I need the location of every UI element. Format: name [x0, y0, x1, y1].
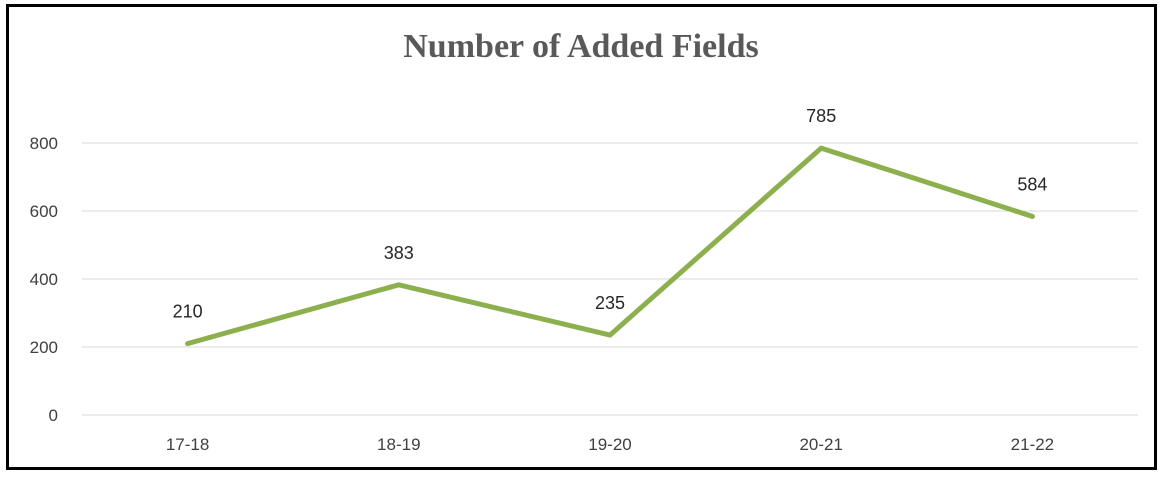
y-tick-label: 200: [30, 338, 58, 357]
y-tick-label: 0: [49, 406, 58, 425]
y-tick-label: 800: [30, 134, 58, 153]
x-category-label: 18-19: [377, 435, 420, 454]
x-category-label: 21-22: [1011, 435, 1054, 454]
data-label: 210: [173, 302, 203, 322]
x-category-label: 20-21: [799, 435, 842, 454]
gridlines: [82, 142, 1138, 416]
data-labels: 210 383 235 785 584: [173, 106, 1048, 322]
x-axis-categories: 17-18 18-19 19-20 20-21 21-22: [166, 435, 1054, 454]
series-line-0: [185, 145, 1035, 347]
data-label: 584: [1017, 174, 1047, 194]
y-axis-ticks: 0 200 400 600 800: [30, 134, 58, 425]
x-category-label: 17-18: [166, 435, 209, 454]
data-label: 383: [384, 243, 414, 263]
data-label: 785: [806, 106, 836, 126]
y-tick-label: 600: [30, 202, 58, 221]
chart-frame: [6, 4, 1157, 470]
series-lines: [185, 145, 1035, 347]
chart-title: Number of Added Fields: [403, 28, 759, 65]
y-tick-label: 400: [30, 270, 58, 289]
x-category-label: 19-20: [588, 435, 631, 454]
data-label: 235: [595, 293, 625, 313]
